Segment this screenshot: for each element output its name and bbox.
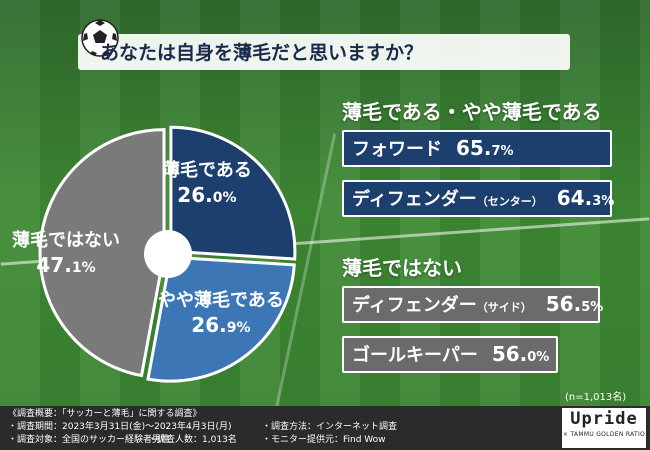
bar-label: ディフェンダー — [352, 189, 477, 210]
bar-value: 56. — [545, 292, 582, 316]
slice-value: 26. — [191, 312, 227, 337]
pie-chart — [38, 125, 297, 383]
bar-value-decimal: 0% — [527, 350, 550, 365]
bar-value: 64. — [556, 186, 593, 210]
pie-slice-0 — [169, 125, 297, 261]
slice-value: 26. — [177, 182, 213, 207]
logo-tagline: × TAMMU GOLDEN RATIO — [562, 431, 646, 438]
title-bar — [78, 34, 570, 70]
bar-forward: フォワード 65.7% — [342, 130, 612, 167]
pie-center-hole — [144, 230, 192, 278]
bar-value: 56. — [491, 342, 528, 366]
bar-goalkeeper: ゴールキーパー 56.0% — [342, 336, 558, 373]
brand-logo: Upride × TAMMU GOLDEN RATIO — [562, 408, 646, 448]
slice-label: 薄毛ではない — [12, 230, 120, 251]
footer-provider: ・モニター提供元：Find Wow — [262, 435, 386, 445]
bar-label: フォワード — [352, 139, 442, 160]
bar-defender-side: ディフェンダー （サイド） 56.5% — [342, 286, 604, 323]
bar-sublabel: （サイド） — [476, 301, 532, 314]
sample-size-note: (n=1,013名) — [565, 392, 627, 403]
bar-value: 65. — [456, 136, 492, 160]
slice-value-decimal: 1% — [71, 259, 96, 276]
pie-slice-2 — [38, 128, 166, 378]
bar-defender-center: ディフェンダー （センター） 64.3% — [342, 180, 615, 217]
footer-method: ・調査方法：インターネット調査 — [262, 422, 398, 432]
bar-label: ディフェンダー — [352, 295, 477, 316]
survey-footer: 《調査概要：「サッカーと薄毛」に関する調査》 ・調査期間：2023年3月31日(… — [0, 406, 650, 450]
slice-label: やや薄毛である — [158, 290, 284, 311]
footer-count: ・調査人数：1,013名 — [148, 435, 237, 445]
section-heading-thin: 薄毛である・やや薄毛である — [342, 100, 602, 124]
pie-slice-1 — [146, 255, 296, 383]
slice-value-decimal: 0% — [212, 189, 237, 206]
bar-value-decimal: 7% — [491, 144, 514, 159]
bar-value-decimal: 3% — [592, 194, 615, 209]
footer-period: ・調査期間：2023年3月31日(金)～2023年4月3日(月) — [8, 422, 232, 432]
footer-heading: 《調査概要：「サッカーと薄毛」に関する調査》 — [8, 409, 202, 419]
soccer-ball-icon — [81, 19, 119, 57]
page-title: あなたは自身を薄毛だと思いますか？ — [100, 42, 424, 64]
slice-value: 47. — [36, 252, 72, 277]
footer-target: ・調査対象：全国のサッカー経験者男性 — [8, 435, 171, 445]
pie-label-slightly-thin: やや薄毛である 26.9% — [158, 290, 284, 338]
bar-value-decimal: 5% — [581, 300, 604, 315]
section-heading-not-thin: 薄毛ではない — [342, 256, 462, 280]
slice-label: 薄毛である — [162, 160, 252, 181]
pie-label-not-thin: 薄毛ではない 47.1% — [12, 230, 120, 278]
slice-value-decimal: 9% — [226, 319, 251, 336]
bar-sublabel: （センター） — [476, 195, 543, 208]
logo-text: Upride — [570, 409, 638, 429]
pie-label-thin: 薄毛である 26.0% — [162, 160, 252, 208]
bar-label: ゴールキーパー — [352, 345, 478, 366]
